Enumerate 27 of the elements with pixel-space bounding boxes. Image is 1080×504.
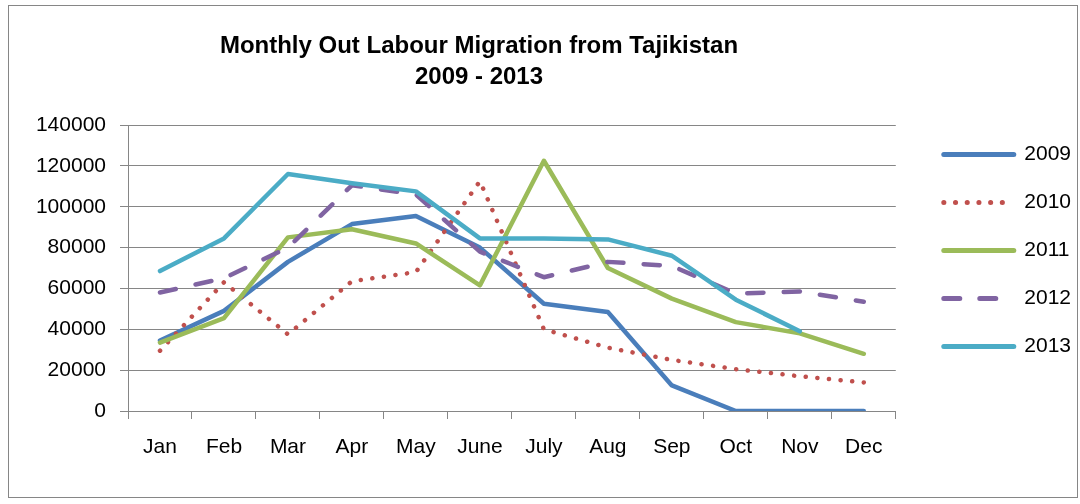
x-tick-label: Jan: [143, 434, 177, 458]
x-tick-label: Dec: [845, 434, 883, 458]
legend-label: 2012: [1024, 285, 1071, 309]
y-tick-label: 120000: [35, 152, 106, 176]
x-tick-label: June: [457, 434, 503, 458]
y-tick-label: 140000: [35, 111, 106, 135]
y-tick-label: 40000: [47, 316, 106, 340]
legend-label: 2013: [1024, 333, 1071, 357]
y-tick-label: 60000: [47, 275, 106, 299]
line-series: [157, 183, 867, 304]
x-tick-label: Nov: [781, 434, 819, 458]
legend-label: 2010: [1024, 189, 1071, 213]
x-tick-label: Feb: [205, 434, 243, 458]
y-tick-label: 80000: [47, 234, 106, 258]
x-tick-label: July: [525, 434, 564, 458]
y-tick-label: 100000: [35, 193, 106, 217]
chart-title: Monthly Out Labour Migration from Tajikistan 2009 - 2013: [218, 30, 740, 91]
legend-label: 2011: [1024, 237, 1070, 261]
y-tick-label: 20000: [47, 356, 106, 380]
x-tick-label: Oct: [719, 434, 753, 458]
x-tick-label: Sep: [653, 434, 691, 458]
legend-label: 2009: [1024, 141, 1071, 165]
x-tick-label: Mar: [269, 434, 307, 458]
x-tick-label: May: [396, 434, 437, 458]
x-tick-label: Apr: [335, 434, 369, 458]
y-tick-label: 0: [94, 397, 106, 421]
x-tick-label: Aug: [589, 434, 627, 458]
